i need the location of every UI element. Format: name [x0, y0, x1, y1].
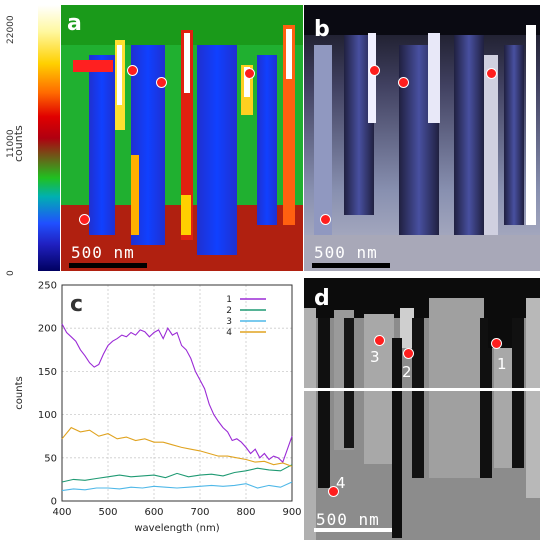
panel-d-sem-image: d 500 nm 1 2 3 4 — [304, 278, 540, 540]
legend-label-1: 1 — [226, 295, 232, 305]
panel-c-spectra-chart: 400 500 600 700 800 900 0 50 100 150 200 250 wavelen… — [14, 281, 302, 535]
panel-d-marker-1 — [491, 338, 502, 349]
x-axis-label: wavelength (nm) — [134, 523, 219, 534]
panel-d-letter: d — [314, 286, 330, 311]
panel-a-scale-label: 500 nm — [71, 243, 135, 262]
panel-d-marker-2 — [403, 348, 414, 359]
panel-b-color-image: b 500 nm — [304, 5, 540, 271]
y-tick-label-150: 150 — [38, 367, 57, 378]
panel-d-label-4: 4 — [336, 474, 346, 492]
panel-d-marker-3 — [374, 335, 385, 346]
legend-label-2: 2 — [226, 306, 232, 316]
panel-c-letter: c — [70, 292, 83, 317]
panel-d-scale-label: 500 nm — [316, 510, 380, 529]
series-line-3 — [61, 481, 293, 492]
series-line-2 — [61, 464, 293, 483]
x-tick-label-700: 700 — [190, 507, 209, 518]
panel-d-label-1: 1 — [497, 355, 507, 373]
legend-label-4: 4 — [226, 328, 232, 338]
legend-label-3: 3 — [226, 317, 232, 327]
panel-a-letter: a — [67, 11, 82, 36]
panel-a-marker-1 — [127, 65, 138, 76]
plot-frame — [61, 284, 293, 502]
x-tick-label-600: 600 — [144, 507, 163, 518]
panel-d-structures — [304, 278, 540, 540]
panel-a-cl-map: a 500 nm — [61, 5, 303, 271]
x-tick-label-900: 900 — [282, 507, 301, 518]
panel-a-marker-2 — [156, 77, 167, 88]
x-tick-label-400: 400 — [52, 507, 71, 518]
y-tick-label-0: 0 — [51, 497, 57, 508]
panel-d-marker-4 — [328, 486, 339, 497]
y-tick-label-200: 200 — [38, 324, 57, 335]
x-tick-label-800: 800 — [236, 507, 255, 518]
panel-b-marker-3 — [486, 68, 497, 79]
panel-a-structures — [61, 5, 303, 271]
colorbar-label: counts — [12, 125, 25, 162]
x-tick-label-500: 500 — [98, 507, 117, 518]
y-tick-label-50: 50 — [44, 453, 57, 464]
y-tick-label-100: 100 — [38, 410, 57, 421]
colorbar-tick-max: 22000 — [6, 15, 16, 44]
panel-b-structures — [304, 5, 540, 271]
series-line-1 — [61, 323, 293, 464]
panel-d-label-3: 3 — [370, 348, 380, 366]
series-line-4 — [61, 426, 293, 467]
panel-b-letter: b — [314, 17, 330, 42]
panel-b-marker-2 — [398, 77, 409, 88]
panel-a-marker-3 — [244, 68, 255, 79]
panel-a-marker-4 — [79, 214, 90, 225]
panel-b-scale-label: 500 nm — [314, 243, 378, 262]
colorbar — [38, 5, 60, 271]
panel-d-label-2: 2 — [402, 363, 412, 381]
panel-b-marker-1 — [369, 65, 380, 76]
y-axis-label: counts — [14, 376, 25, 409]
y-tick-label-250: 250 — [38, 281, 57, 292]
panel-b-marker-4 — [320, 214, 331, 225]
